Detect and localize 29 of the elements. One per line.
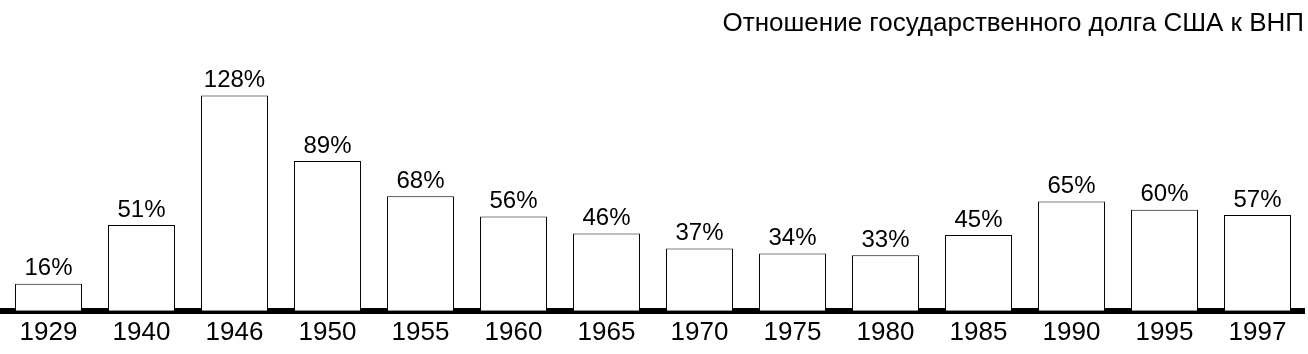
x-tick-label: 1997 [1228, 315, 1287, 346]
data-label: 51% [117, 194, 166, 222]
chart-title: Отношение государственного долга США к ВНП [722, 6, 1304, 37]
x-tick-label: 1990 [1042, 315, 1101, 346]
x-tick-label: 1955 [391, 315, 450, 346]
data-label: 57% [1233, 184, 1282, 212]
data-label: 128% [203, 65, 266, 93]
x-tick-label: 1946 [205, 315, 264, 346]
data-label: 89% [303, 130, 352, 158]
x-tick-label: 1960 [484, 315, 543, 346]
x-tick-label: 1995 [1135, 315, 1194, 346]
x-tick-label: 1940 [112, 315, 171, 346]
x-tick-label: 1970 [670, 315, 729, 346]
x-tick-label: 1929 [19, 315, 78, 346]
data-label: 65% [1047, 171, 1096, 199]
data-label: 60% [1140, 179, 1189, 207]
data-label: 37% [675, 218, 724, 246]
x-tick-label: 1950 [298, 315, 357, 346]
data-label: 33% [861, 224, 910, 252]
x-tick-label: 1985 [949, 315, 1008, 346]
data-label: 46% [582, 203, 631, 231]
data-label: 45% [954, 204, 1003, 232]
x-tick-label: 1975 [763, 315, 822, 346]
data-label: 68% [396, 165, 445, 193]
data-label: 34% [768, 223, 817, 251]
data-label: 16% [24, 253, 73, 281]
x-tick-label: 1980 [856, 315, 915, 346]
x-tick-label: 1965 [577, 315, 636, 346]
data-label: 56% [489, 186, 538, 214]
